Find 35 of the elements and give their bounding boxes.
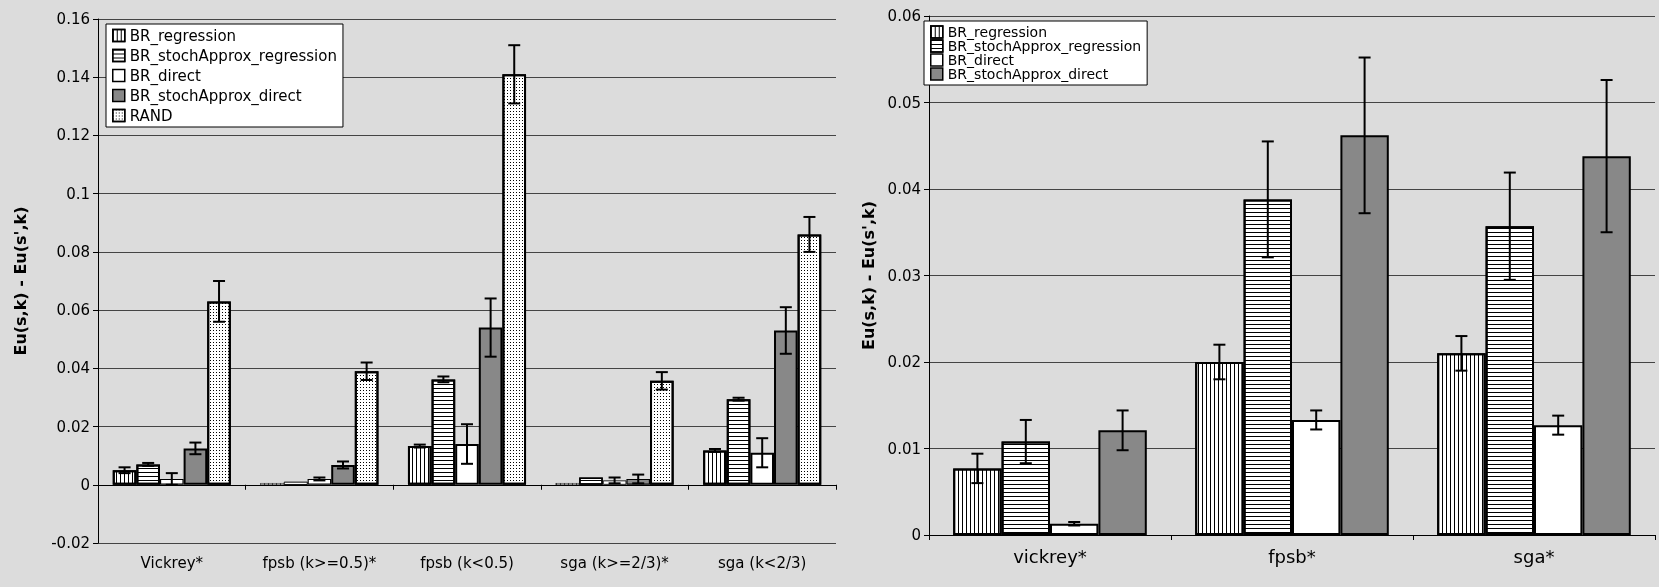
x-tick-label: sga* bbox=[1513, 545, 1555, 567]
y-tick-label: 0 bbox=[80, 475, 90, 494]
legend-label: BR_direct bbox=[947, 52, 1015, 68]
y-tick-label: 0.03 bbox=[887, 266, 921, 285]
y-axis-title: Eu(s,k) - Eu(s',k) bbox=[859, 200, 879, 351]
y-tick-label: 0.06 bbox=[56, 301, 90, 320]
x-tick-label: vickrey* bbox=[1013, 545, 1087, 567]
x-tick-label: fpsb* bbox=[1268, 545, 1316, 567]
legend-label: BR_direct bbox=[129, 66, 201, 86]
y-tick-label: 0 bbox=[911, 526, 921, 544]
y-tick-label: 0.08 bbox=[56, 242, 90, 261]
y-tick-label: -0.02 bbox=[51, 534, 90, 552]
y-tick-label: 0.14 bbox=[56, 68, 90, 87]
y-tick-label: 0.01 bbox=[887, 439, 921, 458]
y-tick-label: 0.04 bbox=[56, 359, 90, 378]
legend-label: BR_regression bbox=[129, 26, 237, 46]
legend-label: BR_regression bbox=[947, 24, 1048, 40]
x-tick-label: fpsb (k>=0.5)* bbox=[262, 553, 377, 572]
y-tick-label: 0.04 bbox=[887, 180, 921, 198]
y-axis-title: Eu(s,k) - Eu(s',k) bbox=[10, 206, 30, 356]
y-tick-label: 0.02 bbox=[56, 417, 90, 436]
y-tick-label: 0.02 bbox=[887, 353, 921, 371]
y-tick-label: 0.06 bbox=[887, 7, 921, 25]
x-tick-label: Vickrey* bbox=[140, 553, 204, 572]
x-tick-label: sga (k>=2/3)* bbox=[560, 553, 670, 572]
legend-label: BR_stochApprox_direct bbox=[947, 66, 1109, 82]
legend-label: BR_stochApprox_regression bbox=[129, 46, 337, 66]
y-tick-label: 0.1 bbox=[66, 184, 90, 203]
x-tick-label: sga (k<2/3) bbox=[718, 553, 807, 572]
x-tick-label: fpsb (k<0.5) bbox=[420, 553, 514, 572]
legend-label: BR_stochApprox_direct bbox=[129, 86, 302, 106]
y-tick-label: 0.16 bbox=[56, 10, 90, 28]
legend-label: RAND bbox=[129, 106, 173, 125]
y-tick-label: 0.12 bbox=[56, 126, 90, 145]
y-tick-label: 0.05 bbox=[887, 93, 921, 112]
